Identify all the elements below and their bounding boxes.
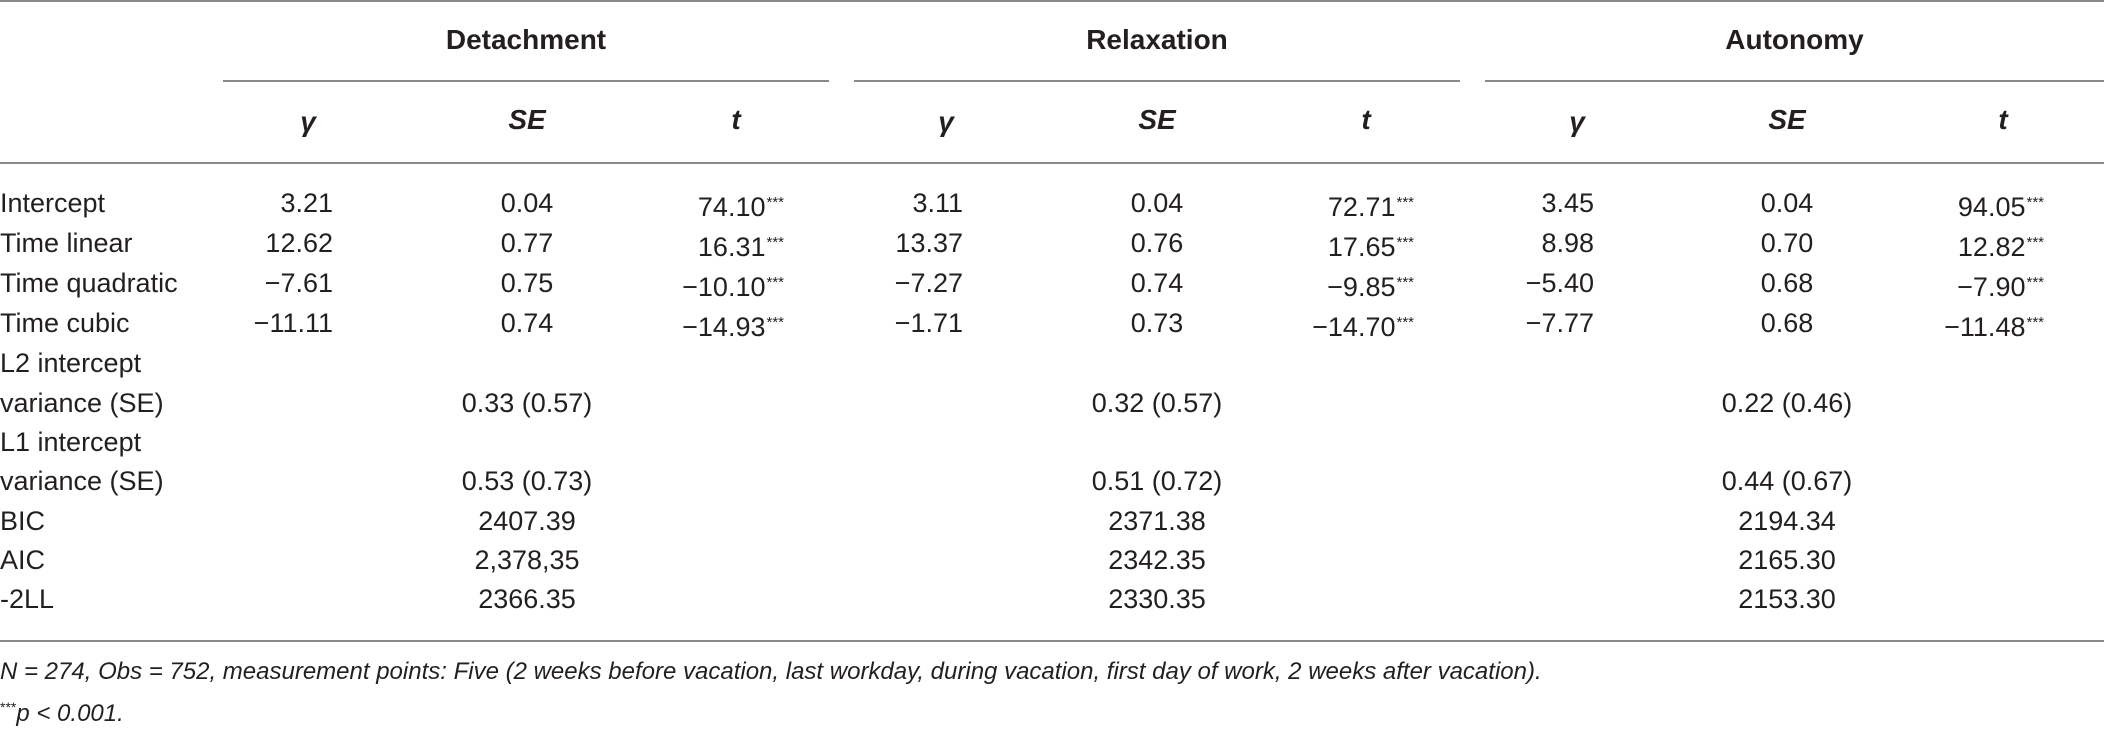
subheader-gamma: γ (938, 106, 954, 137)
row-label-l1-intercept: L1 intercept (0, 427, 142, 457)
table-footnote: N = 274, Obs = 752, measurement points: … (0, 658, 1542, 685)
cell-se: 0.68 (1760, 308, 1814, 338)
significance-note: ***p < 0.001. (0, 699, 124, 727)
cell-se: 0.04 (1130, 188, 1184, 218)
cell-gamma: 13.37 (895, 228, 963, 258)
cell-se: 0.73 (1130, 308, 1184, 338)
group-header-autonomy: Autonomy (1725, 24, 1864, 55)
cell-gamma: 12.62 (265, 228, 333, 258)
group-rule-detachment (223, 80, 829, 82)
cell-gamma: 3.11 (912, 188, 963, 218)
cell-fit: 2330.35 (1108, 584, 1206, 614)
subheader-t: t (731, 104, 741, 135)
subheader-se: SE (508, 104, 546, 135)
group-rule-relaxation (854, 80, 1460, 82)
cell-gamma: −7.61 (264, 268, 333, 298)
header-bottom-rule (0, 162, 2104, 164)
cell-variance: 0.22 (0.46) (1721, 388, 1853, 418)
cell-t: −10.10*** (682, 272, 784, 302)
cell-variance: 0.32 (0.57) (1091, 388, 1223, 418)
row-label-time-linear: Time linear (0, 228, 133, 258)
row-label-l1-variance: variance (SE) (0, 466, 164, 496)
cell-t: −11.48*** (1944, 312, 2044, 342)
cell-fit: 2165.30 (1738, 545, 1836, 575)
cell-gamma: −7.27 (894, 268, 963, 298)
cell-t: −14.70*** (1312, 312, 1414, 342)
cell-se: 0.74 (1130, 268, 1184, 298)
cell-variance: 0.53 (0.73) (461, 466, 593, 496)
cell-fit: 2407.39 (478, 506, 576, 536)
cell-t: 74.10*** (697, 192, 784, 222)
cell-t: 94.05*** (1957, 192, 2044, 222)
subheader-gamma: γ (300, 106, 316, 137)
row-label-l2-variance: variance (SE) (0, 388, 164, 418)
table-bottom-rule (0, 640, 2104, 642)
cell-se: 0.77 (500, 228, 554, 258)
subheader-gamma: γ (1569, 106, 1585, 137)
row-label-intercept: Intercept (0, 188, 106, 218)
cell-se: 0.76 (1130, 228, 1184, 258)
cell-variance: 0.33 (0.57) (461, 388, 593, 418)
cell-fit: 2342.35 (1108, 545, 1206, 575)
row-label-aic: AIC (0, 545, 46, 575)
cell-t: 12.82*** (1957, 232, 2044, 262)
cell-gamma: 3.45 (1541, 188, 1594, 218)
cell-gamma: 8.98 (1541, 228, 1594, 258)
cell-t: −14.93*** (682, 312, 784, 342)
group-header-detachment: Detachment (445, 24, 607, 55)
cell-se: 0.68 (1760, 268, 1814, 298)
cell-fit: 2371.38 (1108, 506, 1206, 536)
cell-t: 17.65*** (1327, 232, 1414, 262)
cell-fit: 2194.34 (1738, 506, 1836, 536)
cell-se: 0.74 (500, 308, 554, 338)
cell-t: 16.31*** (697, 232, 784, 262)
subheader-t: t (1998, 104, 2008, 135)
cell-variance: 0.44 (0.67) (1721, 466, 1853, 496)
row-label-neg2ll: -2LL (0, 584, 55, 614)
subheader-t: t (1361, 104, 1371, 135)
cell-gamma: −5.40 (1525, 268, 1594, 298)
cell-gamma: −11.11 (253, 308, 333, 338)
cell-variance: 0.51 (0.72) (1091, 466, 1223, 496)
cell-gamma: −7.77 (1525, 308, 1594, 338)
row-label-bic: BIC (0, 506, 46, 536)
group-rule-autonomy (1485, 80, 2104, 82)
cell-fit: 2366.35 (478, 584, 576, 614)
cell-t: 72.71*** (1327, 192, 1414, 222)
cell-gamma: −1.71 (894, 308, 963, 338)
cell-se: 0.04 (500, 188, 554, 218)
row-label-l2-intercept: L2 intercept (0, 348, 142, 378)
group-header-relaxation: Relaxation (1086, 24, 1228, 55)
table-top-rule (0, 0, 2104, 2)
row-label-time-quadratic: Time quadratic (0, 268, 178, 298)
cell-fit: 2153.30 (1738, 584, 1836, 614)
cell-gamma: 3.21 (280, 188, 333, 218)
cell-se: 0.70 (1760, 228, 1814, 258)
cell-fit: 2,378,35 (474, 545, 580, 575)
subheader-se: SE (1138, 104, 1176, 135)
cell-t: −9.85*** (1327, 272, 1414, 302)
row-label-time-cubic: Time cubic (0, 308, 130, 338)
cell-t: −7.90*** (1957, 272, 2044, 302)
cell-se: 0.75 (500, 268, 554, 298)
cell-se: 0.04 (1760, 188, 1814, 218)
subheader-se: SE (1768, 104, 1806, 135)
